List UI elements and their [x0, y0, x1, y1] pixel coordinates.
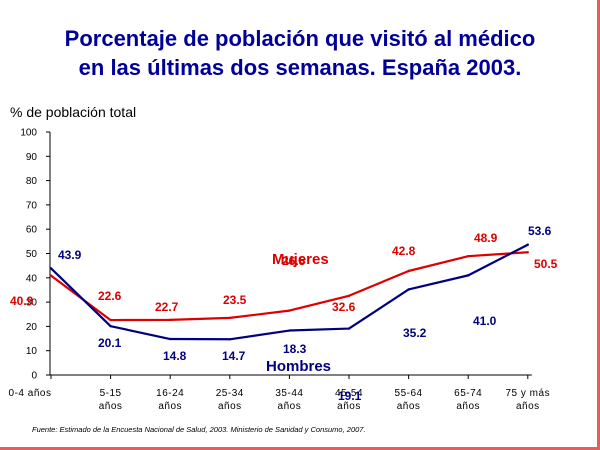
y-tick-label: 50: [26, 249, 38, 260]
x-tick-label: 55-64: [395, 388, 423, 399]
y-tick-label: 60: [26, 225, 38, 236]
series-label-mujeres: Mujeres: [272, 251, 329, 268]
data-label: 18.3: [283, 342, 307, 356]
x-tick-label: años: [456, 401, 480, 412]
y-tick-label: 40: [26, 273, 38, 284]
data-label: 22.6: [98, 289, 122, 303]
x-tick-label: años: [278, 401, 302, 412]
data-label: 53.6: [528, 224, 552, 238]
chart-title: Porcentaje de población que visitó al mé…: [0, 24, 600, 82]
y-tick-label: 30: [26, 298, 38, 309]
x-tick-label: 65-74: [454, 388, 482, 399]
source-note: Fuente: Estimado de la Encuesta Nacional…: [32, 425, 366, 434]
data-point: [526, 243, 529, 246]
x-tick-label: 25-34: [216, 388, 244, 399]
x-tick-label: 35-44: [275, 388, 303, 399]
data-label: 48.9: [474, 231, 498, 245]
x-tick-label: 16-24: [156, 388, 184, 399]
y-axis-label: % de población total: [10, 104, 137, 120]
x-tick-label: años: [337, 401, 361, 412]
data-point: [228, 338, 231, 341]
series-label-hombres: Hombres: [266, 358, 331, 375]
data-point: [49, 267, 53, 270]
data-label: 26.5: [282, 254, 306, 268]
data-label: 20.1: [98, 336, 122, 350]
data-label: 50.5: [534, 257, 558, 271]
x-tick-label: años: [218, 401, 242, 412]
data-label: 41.0: [473, 314, 497, 328]
y-tick-label: 70: [26, 200, 38, 211]
data-point: [288, 329, 291, 332]
data-label: 32.6: [332, 300, 356, 314]
data-point: [288, 309, 291, 312]
x-tick-label: años: [99, 401, 123, 412]
frame-bottom-border: [0, 447, 600, 450]
data-label: 19.1: [338, 389, 362, 403]
data-point: [169, 337, 172, 341]
data-label: 22.7: [155, 300, 179, 314]
data-label: 40.9: [10, 294, 34, 308]
chart-title-line-2: en las últimas dos semanas. España 2003.: [78, 55, 522, 80]
y-tick-label: 10: [26, 346, 38, 357]
y-tick-label: 80: [26, 176, 38, 187]
chart-title-line-1: Porcentaje de población que visitó al mé…: [64, 26, 536, 51]
data-point: [49, 274, 53, 277]
x-tick-label: años: [158, 401, 182, 412]
data-label: 14.8: [163, 349, 187, 363]
data-label: 14.7: [222, 349, 246, 363]
data-point: [526, 251, 529, 254]
y-tick-label: 0: [31, 371, 37, 382]
data-label: 23.5: [223, 293, 247, 307]
x-tick-label: 75 y más: [506, 388, 551, 399]
data-point: [109, 324, 112, 328]
data-label: 35.2: [403, 326, 427, 340]
x-tick-label: años: [516, 401, 540, 412]
x-tick-label: 45-54: [335, 388, 363, 399]
data-point: [407, 269, 410, 273]
y-tick-label: 100: [20, 128, 37, 139]
frame-right-border: [597, 0, 600, 450]
x-tick-label: 0-4 años: [9, 388, 52, 399]
x-tick-label: 5-15: [100, 388, 122, 399]
data-label: 43.9: [58, 248, 82, 262]
data-point: [467, 254, 470, 258]
data-point: [467, 274, 470, 277]
data-label: 42.8: [392, 244, 416, 258]
data-point: [347, 294, 351, 297]
data-point: [347, 327, 351, 330]
y-tick-label: 90: [26, 152, 38, 163]
data-point: [169, 318, 172, 322]
data-point: [109, 318, 112, 322]
data-point: [407, 288, 410, 291]
y-tick-label: 20: [26, 322, 38, 333]
data-point: [228, 316, 231, 320]
x-tick-label: años: [397, 401, 421, 412]
